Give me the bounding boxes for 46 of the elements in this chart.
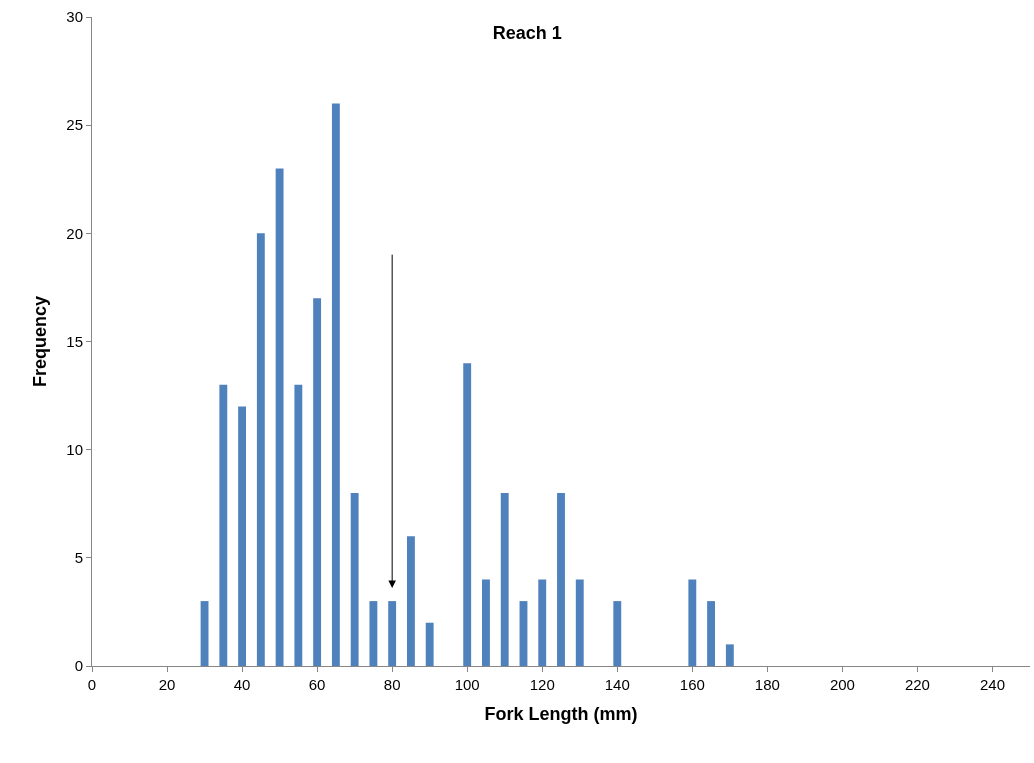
bar	[238, 406, 247, 666]
bar	[557, 492, 565, 666]
bar	[575, 579, 584, 666]
x-axis-title: Fork Length (mm)	[484, 704, 638, 725]
y-tick-label: 5	[74, 549, 83, 567]
x-tick-label: 40	[233, 676, 251, 693]
bar	[388, 601, 397, 666]
bar	[538, 579, 547, 666]
x-tick-label: 60	[308, 676, 326, 693]
bar	[369, 601, 378, 666]
bar	[313, 298, 322, 666]
y-tick-label: 15	[66, 332, 83, 350]
bar	[688, 579, 697, 666]
y-axis-title: Frequency	[29, 295, 50, 388]
bar	[406, 536, 415, 666]
y-tick-label: 10	[66, 440, 83, 458]
x-tick-label: 220	[904, 676, 930, 693]
bar	[294, 384, 303, 666]
y-tick-label: 20	[66, 224, 83, 242]
bar	[707, 601, 716, 666]
y-tick-label: 30	[66, 8, 83, 26]
bar	[613, 601, 622, 666]
x-tick-label: 120	[529, 676, 555, 693]
x-tick-label: 100	[454, 676, 480, 693]
x-tick-label: 140	[604, 676, 630, 693]
bar	[482, 579, 490, 666]
bar	[256, 233, 265, 666]
bar	[463, 363, 472, 666]
bar	[425, 622, 434, 666]
x-tick-label: 80	[383, 676, 401, 693]
x-tick-label: 200	[829, 676, 855, 693]
x-tick-label: 20	[158, 676, 176, 693]
y-tick-label: 25	[66, 116, 83, 134]
x-tick-label: 180	[754, 676, 780, 693]
bar	[275, 168, 284, 666]
bar	[725, 644, 734, 666]
bar	[200, 601, 209, 666]
bar	[331, 103, 340, 666]
x-tick-label: 160	[679, 676, 705, 693]
x-tick-label: 240	[979, 676, 1005, 693]
bar	[350, 492, 359, 666]
chart-title: Reach 1	[492, 23, 562, 44]
x-tick-label: 0	[87, 676, 97, 693]
bar	[500, 492, 509, 666]
y-tick-label: 0	[74, 657, 83, 675]
bar	[219, 384, 228, 666]
